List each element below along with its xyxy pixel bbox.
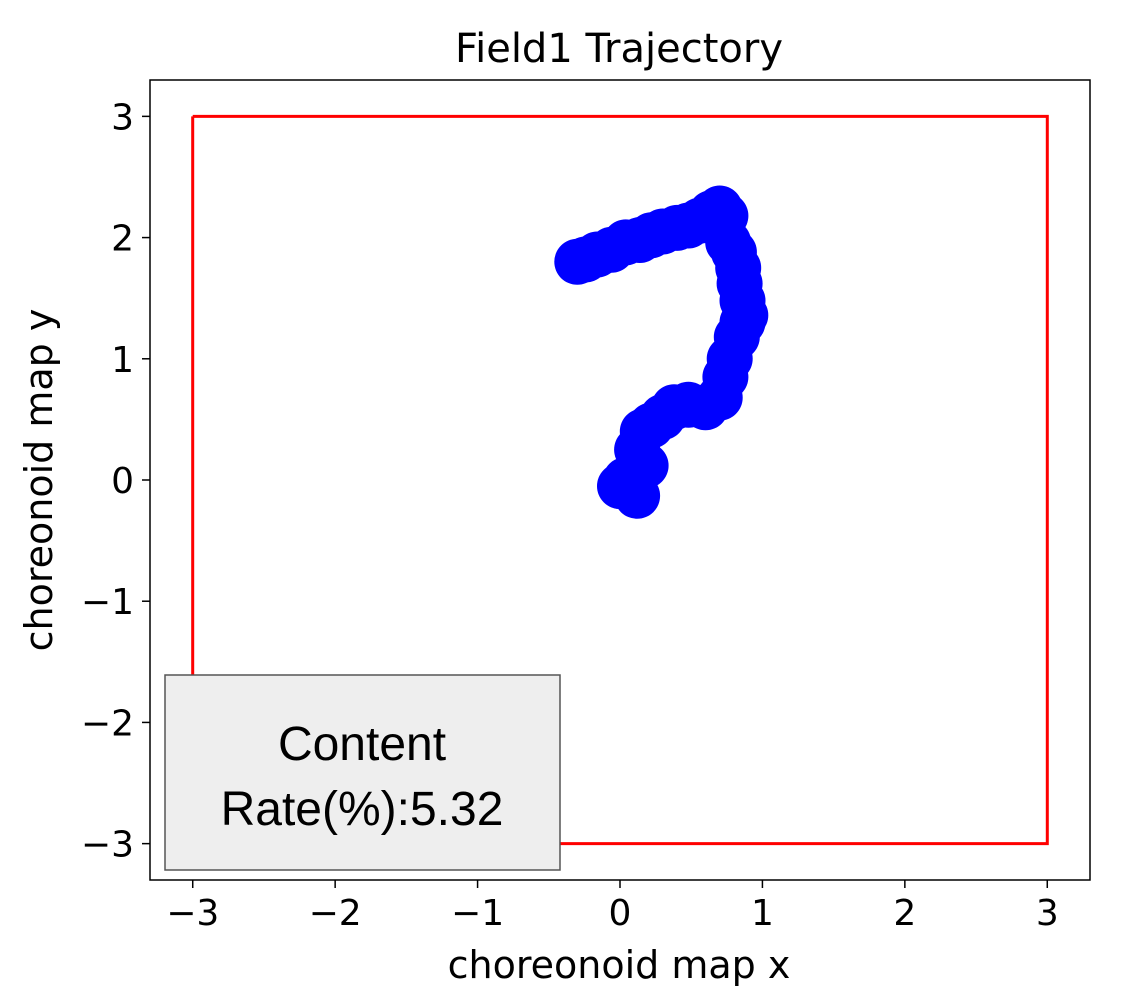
x-axis-label: choreonoid map x: [448, 943, 791, 987]
y-axis: −3 −2 −1 0 1 2 3: [81, 97, 150, 866]
x-axis: −3 −2 −1 0 1 2 3: [166, 880, 1059, 934]
x-tick-label: 2: [893, 893, 916, 934]
x-tick-label: −3: [166, 893, 219, 934]
trajectory-series: [554, 185, 769, 519]
y-tick-label: −1: [81, 582, 134, 623]
y-tick-label: 0: [111, 461, 134, 502]
y-axis-label: choreonoid map y: [17, 309, 61, 652]
y-tick-label: 1: [111, 340, 134, 381]
trajectory-point: [554, 238, 601, 285]
y-tick-label: −3: [81, 825, 134, 866]
y-tick-label: 3: [111, 97, 134, 138]
x-tick-label: −1: [451, 893, 504, 934]
annotation-box: Content Rate(%):5.32: [164, 674, 561, 871]
boundary-line: [191, 114, 1049, 846]
y-tick-label: −2: [81, 703, 134, 744]
x-tick-label: 3: [1036, 893, 1059, 934]
annotation-background: [164, 674, 561, 871]
annotation-line-2: Rate(%):5.32: [221, 783, 504, 836]
y-tick-label: 2: [111, 219, 134, 260]
x-tick-label: 0: [609, 893, 632, 934]
annotation-line-1: Content: [278, 718, 446, 771]
chart-title: Field1 Trajectory: [455, 26, 783, 72]
x-tick-label: −2: [309, 893, 362, 934]
x-tick-label: 1: [751, 893, 774, 934]
